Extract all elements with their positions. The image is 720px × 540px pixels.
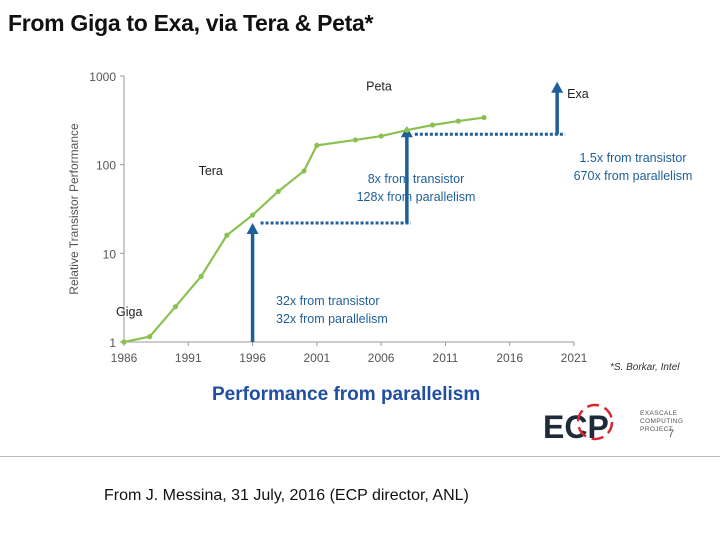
series-line <box>123 116 485 344</box>
chart-axes: 1 10 100 1000 1986 1991 1996 2001 2006 2011 2016 20… <box>67 70 588 365</box>
arrow-annotation-text: 670x from parallelism <box>574 169 693 183</box>
source-credit: *S. Borkar, Intel <box>610 362 680 373</box>
arrow-head-icon <box>246 222 259 234</box>
x-tick-label: 2011 <box>433 351 459 365</box>
data-point <box>301 168 307 174</box>
y-axis-label: Relative Transistor Performance <box>67 123 81 295</box>
chart-labels: Giga Tera Peta Exa <box>116 79 589 319</box>
milestone-label: Peta <box>366 79 392 93</box>
data-point <box>224 232 230 238</box>
milestone-label: Giga <box>116 305 142 319</box>
milestone-label: Tera <box>199 164 223 178</box>
data-point <box>121 339 127 345</box>
x-tick-label: 2016 <box>496 351 523 365</box>
arrow-annotation-text: 128x from parallelism <box>357 190 476 204</box>
data-point <box>172 304 179 310</box>
data-point <box>455 118 461 124</box>
data-point <box>147 334 153 340</box>
chart-series <box>121 114 487 345</box>
y-tick-label: 10 <box>103 247 117 261</box>
footer-citation: From J. Messina, 31 July, 2016 (ECP dire… <box>104 487 469 504</box>
x-tick-label: 1986 <box>111 351 138 365</box>
data-point <box>481 114 487 121</box>
data-point <box>198 273 204 279</box>
footer-divider <box>0 456 720 457</box>
data-point <box>275 188 281 194</box>
y-tick-label: 1 <box>109 336 116 350</box>
data-point <box>249 212 256 218</box>
chart-annotations: 32x from transistor 32x from parallelism 8… <box>246 81 693 342</box>
data-point <box>404 127 410 133</box>
x-tick-label: 2021 <box>561 351 588 365</box>
ecp-logo-subtext: EXASCALE COMPUTING PROJECT <box>640 410 684 433</box>
arrow-annotation-text: 32x from transistor <box>276 294 380 308</box>
ecp-logo: ECP <box>543 403 614 444</box>
arrow-annotation-text: 1.5x from transistor <box>580 151 687 165</box>
data-point <box>314 142 320 148</box>
page-number: 7 <box>668 428 675 440</box>
x-tick-label: 1996 <box>239 351 266 365</box>
data-point <box>352 137 359 143</box>
y-tick-label: 1000 <box>89 70 116 84</box>
x-tick-label: 1991 <box>175 351 202 365</box>
milestone-label: Exa <box>567 87 589 101</box>
data-point <box>429 122 436 128</box>
x-tick-label: 2001 <box>304 351 331 365</box>
arrow-annotation-text: 32x from parallelism <box>276 312 388 326</box>
ecp-logo-ring-icon <box>576 403 614 441</box>
y-tick-label: 100 <box>96 159 116 173</box>
slide-title: From Giga to Exa, via Tera & Peta* <box>8 10 374 36</box>
arrow-head-icon <box>551 81 564 93</box>
data-point <box>378 133 384 139</box>
chart-subtitle: Performance from parallelism <box>212 384 481 405</box>
x-tick-label: 2006 <box>368 351 395 365</box>
arrow-annotation-text: 8x from transistor <box>368 172 465 186</box>
